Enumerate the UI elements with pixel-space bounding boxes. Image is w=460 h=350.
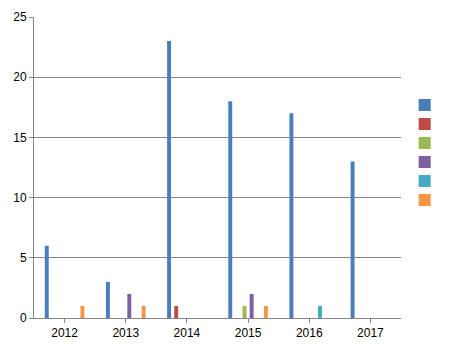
svg-text:2012: 2012 <box>51 326 78 340</box>
svg-text:2016: 2016 <box>296 326 323 340</box>
svg-text:0: 0 <box>20 311 27 325</box>
svg-text:2015: 2015 <box>235 326 262 340</box>
svg-text:15: 15 <box>13 131 27 145</box>
svg-text:2017: 2017 <box>357 326 384 340</box>
svg-text:2013: 2013 <box>112 326 139 340</box>
svg-text:5: 5 <box>20 251 27 265</box>
svg-text:25: 25 <box>13 10 27 24</box>
svg-text:20: 20 <box>13 70 27 84</box>
svg-text:2014: 2014 <box>174 326 201 340</box>
svg-text:10: 10 <box>13 191 27 205</box>
